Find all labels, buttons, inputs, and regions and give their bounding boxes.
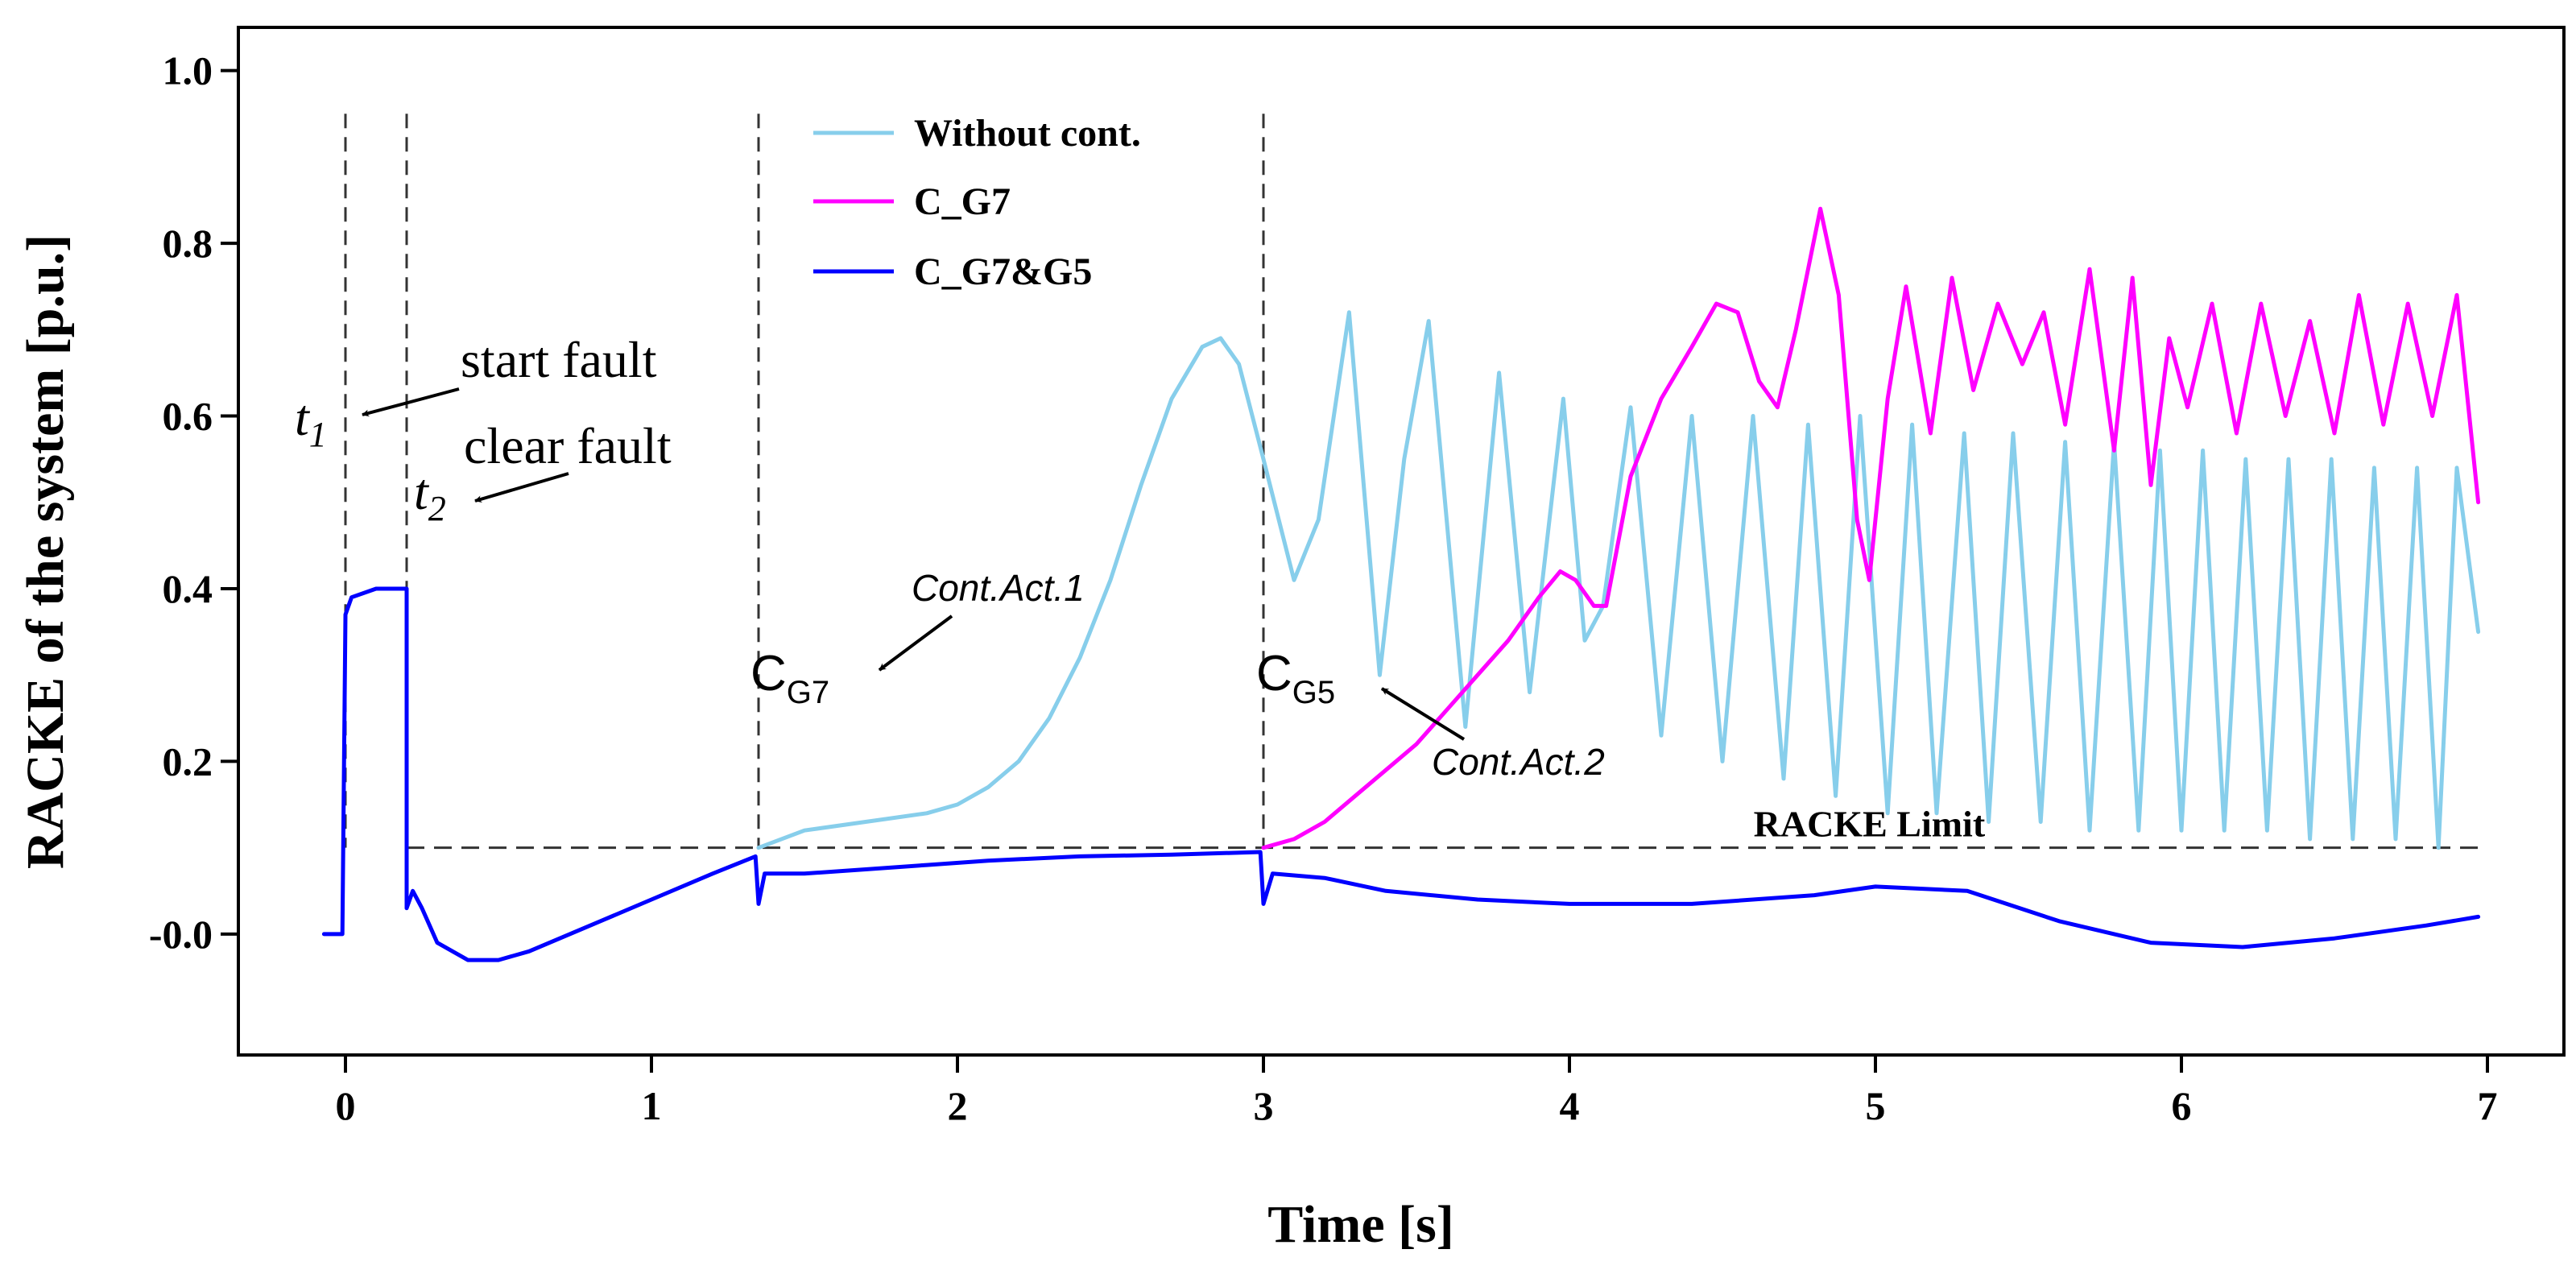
legend-label-c-g7: C_G7 xyxy=(914,180,1011,223)
t1-label: t1 xyxy=(295,389,327,454)
series-without-cont-line xyxy=(756,310,2481,850)
fault-annotations: t1 start fault t2 clear fault xyxy=(295,331,672,528)
y-tick-label-5: 1.0 xyxy=(163,48,213,93)
racke-limit-label: RACKE Limit xyxy=(1754,804,1986,845)
clear-fault-arrow xyxy=(474,472,569,503)
cont-act-1-label: Cont.Act.1 xyxy=(912,567,1085,609)
start-fault-label: start fault xyxy=(461,331,657,388)
cg7-label: CG7 xyxy=(750,646,829,710)
x-tick-label-0: 0 xyxy=(336,1083,356,1128)
cont-act-2-label: Cont.Act.2 xyxy=(1432,741,1605,783)
start-fault-arrow xyxy=(362,387,460,417)
y-axis-label: RACKE of the system [p.u.] xyxy=(16,234,75,869)
racke-limit-group: RACKE Limit xyxy=(407,804,2487,850)
x-axis-ticks: 0 1 2 3 4 5 6 7 xyxy=(336,1055,2498,1128)
clear-fault-label: clear fault xyxy=(464,417,672,474)
series-lines xyxy=(321,206,2481,962)
x-tick-label-4: 4 xyxy=(1560,1083,1580,1128)
cont-act-1-arrow xyxy=(878,614,953,672)
cg5-label: CG5 xyxy=(1256,646,1335,710)
legend-label-c-g7-g5: C_G7&G5 xyxy=(914,250,1092,293)
y-tick-label-1: 0.2 xyxy=(163,738,213,784)
plot-frame xyxy=(237,26,2566,1057)
x-axis-label: Time [s] xyxy=(1267,1195,1454,1254)
event-lines xyxy=(344,114,1265,848)
y-tick-label-2: 0.4 xyxy=(163,566,213,611)
x-tick-label-1: 1 xyxy=(642,1083,662,1128)
x-tick-label-6: 6 xyxy=(2172,1083,2192,1128)
legend-label-without-cont: Without cont. xyxy=(914,112,1141,155)
x-tick-label-2: 2 xyxy=(948,1083,968,1128)
cont-act-2-arrow xyxy=(1380,687,1466,741)
control-annotations: CG7 Cont.Act.1 CG5 Cont.Act.2 xyxy=(750,567,1605,783)
y-tick-label-0: -0.0 xyxy=(149,912,213,957)
y-tick-label-3: 0.6 xyxy=(163,394,213,439)
t2-label: t2 xyxy=(414,463,446,528)
x-tick-label-7: 7 xyxy=(2478,1083,2498,1128)
series-c-g7-g5-line xyxy=(321,586,2481,962)
legend: Without cont. C_G7 C_G7&G5 xyxy=(813,112,1141,293)
y-axis-ticks: -0.0 0.2 0.4 0.6 0.8 1.0 xyxy=(149,48,238,957)
series-c-g7-line xyxy=(1261,206,2481,850)
x-tick-label-3: 3 xyxy=(1254,1083,1274,1128)
x-tick-label-5: 5 xyxy=(1866,1083,1886,1128)
y-tick-label-4: 0.8 xyxy=(163,221,213,266)
